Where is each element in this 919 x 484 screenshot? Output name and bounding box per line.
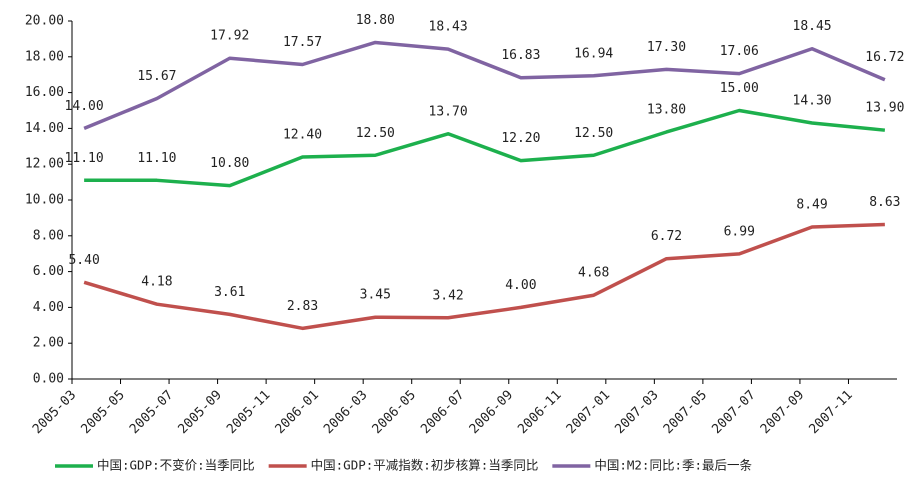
y-tick-label: 20.00 — [25, 14, 64, 29]
x-tick-label: 2006-11 — [515, 388, 564, 437]
series-line — [84, 108, 886, 188]
data-label: 12.50 — [574, 126, 613, 141]
legend-label: 中国:M2:同比:季:最后一条 — [594, 458, 752, 473]
data-label: 17.30 — [647, 40, 686, 55]
data-label: 18.80 — [356, 13, 395, 28]
y-tick-label: 4.00 — [33, 300, 64, 315]
x-tick-label: 2006-01 — [273, 388, 322, 437]
data-label: 14.00 — [65, 99, 104, 114]
data-label: 8.63 — [869, 195, 900, 210]
data-label: 12.20 — [501, 131, 540, 146]
data-label: 4.68 — [578, 266, 609, 281]
series-line — [83, 40, 886, 131]
data-label: 8.49 — [796, 198, 827, 213]
x-tick-label: 2007-09 — [758, 388, 807, 437]
x-tick-label: 2005-09 — [176, 388, 225, 437]
data-label: 15.67 — [137, 69, 176, 84]
data-label: 18.45 — [793, 19, 832, 34]
data-label: 2.83 — [287, 299, 318, 314]
x-tick-label: 2007-11 — [806, 388, 855, 437]
x-tick-label: 2007-05 — [661, 388, 710, 437]
legend-label: 中国:GDP:平减指数:初步核算:当季同比 — [311, 458, 539, 473]
y-tick-label: 18.00 — [25, 49, 64, 64]
data-label: 17.92 — [210, 29, 249, 44]
x-tick-label: 2006-07 — [418, 388, 467, 437]
x-tick-label: 2007-07 — [709, 388, 758, 437]
data-label: 16.83 — [501, 48, 540, 63]
data-label: 17.57 — [283, 35, 322, 50]
data-label: 10.80 — [210, 156, 249, 171]
data-label: 4.00 — [505, 278, 536, 293]
y-tick-label: 8.00 — [33, 228, 64, 243]
x-tick-label: 2006-03 — [321, 388, 370, 437]
data-label: 11.10 — [137, 151, 176, 166]
y-tick-label: 2.00 — [33, 336, 64, 351]
data-label: 11.10 — [65, 151, 104, 166]
data-label: 5.40 — [68, 253, 99, 268]
legend-label: 中国:GDP:不变价:当季同比 — [97, 458, 255, 473]
x-tick-label: 2006-09 — [467, 388, 516, 437]
y-tick-label: 14.00 — [25, 121, 64, 136]
data-label: 4.18 — [141, 275, 172, 290]
data-label: 18.43 — [429, 20, 468, 35]
data-label: 6.99 — [724, 224, 755, 239]
data-label: 13.90 — [865, 101, 904, 116]
data-label: 13.70 — [429, 104, 468, 119]
data-label: 6.72 — [651, 229, 682, 244]
data-label: 16.94 — [574, 46, 613, 61]
data-label: 14.30 — [793, 94, 832, 109]
data-label: 16.72 — [865, 50, 904, 65]
x-tick-label: 2005-07 — [127, 388, 176, 437]
data-label: 13.80 — [647, 102, 686, 117]
data-label: 3.61 — [214, 285, 245, 300]
y-tick-label: 16.00 — [25, 85, 64, 100]
data-label: 12.50 — [356, 126, 395, 141]
data-label: 3.42 — [432, 288, 463, 303]
x-tick-label: 2005-11 — [224, 388, 273, 437]
data-label: 3.45 — [360, 288, 391, 303]
data-label: 12.40 — [283, 128, 322, 143]
y-tick-label: 12.00 — [25, 157, 64, 172]
x-tick-label: 2006-05 — [370, 388, 419, 437]
x-tick-label: 2007-03 — [612, 388, 661, 437]
y-tick-label: 6.00 — [33, 264, 64, 279]
x-tick-label: 2005-03 — [30, 388, 79, 437]
x-tick-label: 2005-05 — [78, 388, 127, 437]
y-tick-label: 0.00 — [33, 372, 64, 387]
data-label: 15.00 — [720, 81, 759, 96]
x-tick-label: 2007-01 — [564, 388, 613, 437]
data-label: 17.06 — [720, 44, 759, 59]
series-line — [83, 222, 885, 331]
y-tick-label: 10.00 — [25, 193, 64, 208]
